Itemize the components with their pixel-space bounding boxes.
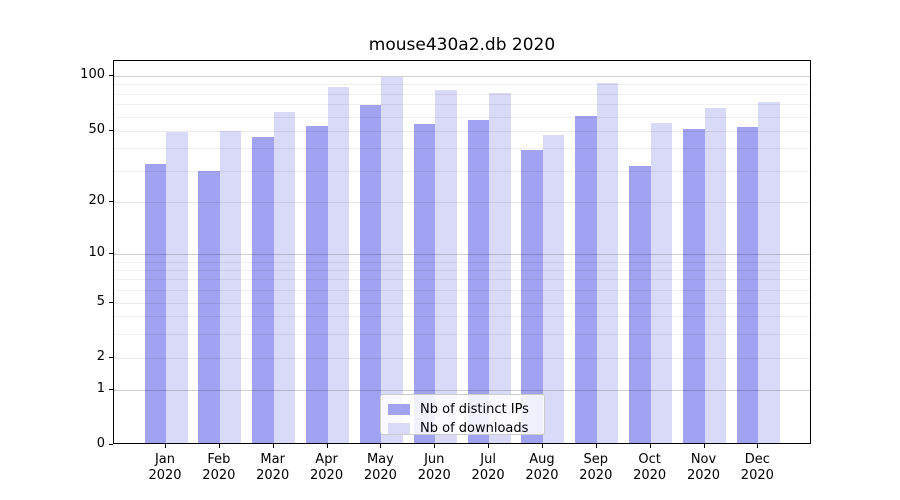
y-tick-label-10: 10	[88, 245, 105, 261]
x-tick-label-dec: Dec 2020	[725, 452, 789, 483]
x-tick-month: Nov	[690, 452, 717, 467]
chart-title: mouse430a2.db 2020	[368, 35, 556, 55]
y-tick-mark-50	[109, 130, 113, 131]
y-tick-label-50: 50	[88, 122, 105, 137]
y-tick-label-20: 20	[88, 193, 105, 208]
bar-apr-downloads	[327, 86, 350, 443]
legend-label: Nb of distinct IPs	[420, 402, 529, 417]
bar-jun-distinct-ips	[413, 124, 436, 443]
y-tick-mark-10	[109, 253, 113, 255]
y-tick-mark-5	[109, 301, 113, 303]
x-tick-label-nov: Nov 2020	[672, 452, 736, 483]
x-tick-month: Apr	[315, 452, 338, 467]
legend-swatch-icon	[388, 423, 410, 434]
x-tick-month: Sep	[583, 452, 609, 467]
bar-may-distinct-ips	[359, 104, 382, 443]
x-tick-month: Feb	[207, 452, 231, 467]
y-tick-label-0: 0	[96, 436, 105, 451]
bar-jun-downloads	[435, 89, 457, 443]
x-tick-mark-nov	[703, 444, 705, 448]
x-tick-year: 2020	[202, 467, 236, 483]
x-tick-month: Jul	[480, 452, 496, 467]
bar-jan-distinct-ips	[144, 163, 166, 443]
x-tick-mark-aug	[541, 444, 543, 448]
x-tick-label-jun: Jun 2020	[402, 452, 466, 483]
x-tick-month: Dec	[744, 452, 770, 467]
x-tick-year: 2020	[417, 467, 451, 483]
y-tick-mark-20	[109, 201, 113, 202]
legend-row-distinct-ips: Nb of distinct IPs	[388, 400, 534, 419]
legend-row-downloads: Nb of downloads	[388, 419, 534, 438]
y-tick-mark-100	[109, 75, 113, 76]
bar-sep-distinct-ips	[575, 115, 597, 443]
x-tick-mark-sep	[595, 444, 597, 448]
bar-dec-distinct-ips	[736, 127, 759, 443]
x-tick-year: 2020	[256, 467, 290, 483]
bar-jul-downloads	[489, 92, 511, 443]
bar-aug-distinct-ips	[521, 150, 543, 443]
legend-label: Nb of downloads	[420, 421, 529, 436]
x-tick-mark-jun	[434, 444, 436, 448]
x-tick-mark-oct	[649, 444, 651, 448]
y-tick-mark-0	[109, 444, 113, 445]
x-tick-label-oct: Oct 2020	[618, 452, 682, 483]
x-tick-mark-mar	[272, 444, 274, 448]
x-tick-label-jan: Jan 2020	[133, 452, 197, 483]
bar-oct-distinct-ips	[629, 166, 651, 443]
x-tick-year: 2020	[525, 467, 559, 483]
y-tick-label-5: 5	[96, 293, 105, 309]
bar-mar-distinct-ips	[252, 137, 274, 443]
y-tick-label-2: 2	[96, 349, 105, 365]
y-tick-label-1: 1	[96, 381, 105, 397]
x-tick-year: 2020	[471, 467, 505, 483]
bar-feb-downloads	[219, 130, 242, 443]
bar-may-downloads	[381, 77, 403, 443]
bar-feb-distinct-ips	[198, 171, 220, 443]
x-tick-month: Oct	[638, 452, 661, 467]
bar-sep-downloads	[596, 83, 619, 443]
x-tick-label-may: May 2020	[348, 452, 412, 483]
x-tick-label-feb: Feb 2020	[187, 452, 251, 483]
legend: Nb of distinct IPs Nb of downloads	[380, 394, 545, 438]
y-tick-mark-1	[109, 389, 113, 391]
bar-apr-distinct-ips	[306, 125, 328, 443]
x-tick-month: Aug	[529, 452, 555, 467]
x-tick-label-jul: Jul 2020	[456, 452, 520, 483]
y-tick-mark-2	[109, 357, 113, 359]
bar-aug-downloads	[542, 135, 565, 443]
bar-nov-downloads	[704, 108, 726, 443]
x-tick-mark-feb	[218, 444, 220, 448]
x-tick-mark-jul	[488, 444, 490, 448]
legend-swatch-icon	[388, 404, 410, 415]
x-tick-mark-apr	[326, 444, 328, 448]
x-tick-month: Jan	[154, 452, 176, 467]
bar-dec-downloads	[758, 102, 780, 443]
x-tick-year: 2020	[363, 467, 397, 483]
x-tick-year: 2020	[310, 467, 344, 483]
y-tick-label-100: 100	[80, 67, 105, 82]
plot-area: Nb of distinct IPs Nb of downloads	[113, 60, 811, 444]
bar-nov-distinct-ips	[683, 129, 705, 443]
x-tick-month: Mar	[260, 452, 285, 467]
x-tick-mark-dec	[757, 444, 759, 448]
x-tick-month: May	[366, 452, 394, 467]
x-tick-label-mar: Mar 2020	[241, 452, 305, 483]
bar-mar-downloads	[273, 111, 296, 443]
x-tick-year: 2020	[579, 467, 613, 483]
bars-layer	[114, 61, 810, 443]
x-tick-label-apr: Apr 2020	[295, 452, 359, 483]
x-tick-year: 2020	[633, 467, 667, 483]
x-tick-year: 2020	[740, 467, 774, 483]
bar-oct-downloads	[650, 122, 673, 443]
bar-jul-distinct-ips	[467, 120, 490, 443]
x-tick-label-sep: Sep 2020	[564, 452, 628, 483]
bar-jan-downloads	[166, 132, 188, 443]
x-tick-year: 2020	[148, 467, 182, 483]
x-tick-label-aug: Aug 2020	[510, 452, 574, 483]
x-tick-month: Jun	[424, 452, 445, 467]
x-tick-year: 2020	[686, 467, 721, 483]
x-tick-mark-may	[380, 444, 382, 448]
x-tick-mark-jan	[165, 444, 166, 448]
